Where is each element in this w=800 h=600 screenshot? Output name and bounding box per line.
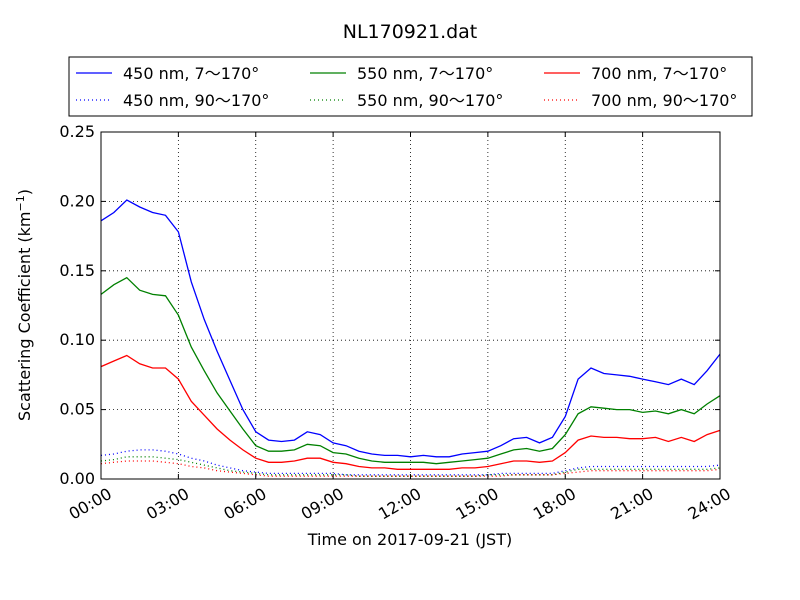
legend-label: 550 nm, 7～170°	[357, 64, 493, 83]
legend-label: 700 nm, 90～170°	[591, 91, 737, 110]
y-axis-label-close: )	[15, 189, 34, 195]
legend-label: 450 nm, 7～170°	[123, 64, 259, 83]
y-tick-label: 0.20	[59, 191, 95, 210]
plot-frame	[100, 131, 721, 480]
series-line	[100, 276, 721, 465]
y-axis-label-main: Scattering Coefficient (km	[15, 211, 34, 421]
legend: 450 nm, 7～170° 550 nm, 7～170° 700 nm, 7～17…	[68, 56, 753, 117]
x-axis-label: Time on 2017-09-21 (JST)	[307, 530, 512, 549]
series-line	[100, 354, 721, 470]
legend-entries: 450 nm, 7～170° 550 nm, 7～170° 700 nm, 7～17…	[76, 64, 737, 110]
legend-label: 550 nm, 90～170°	[357, 91, 503, 110]
legend-label: 700 nm, 7～170°	[591, 64, 727, 83]
legend-label: 450 nm, 90～170°	[123, 91, 269, 110]
series-line	[100, 199, 721, 458]
y-axis-label-sup: −1	[14, 195, 27, 211]
y-tick-label: 0.10	[59, 330, 95, 349]
y-tick-label: 0.00	[59, 469, 95, 488]
y-axis-label: Scattering Coefficient (km−1)	[14, 189, 34, 421]
series-line	[100, 456, 721, 477]
y-tick-label: 0.25	[59, 122, 95, 141]
legend-box	[68, 56, 753, 117]
y-tick-label: 0.05	[59, 400, 95, 419]
y-tick-label: 0.15	[59, 261, 95, 280]
chart-title: NL170921.dat	[343, 21, 478, 43]
